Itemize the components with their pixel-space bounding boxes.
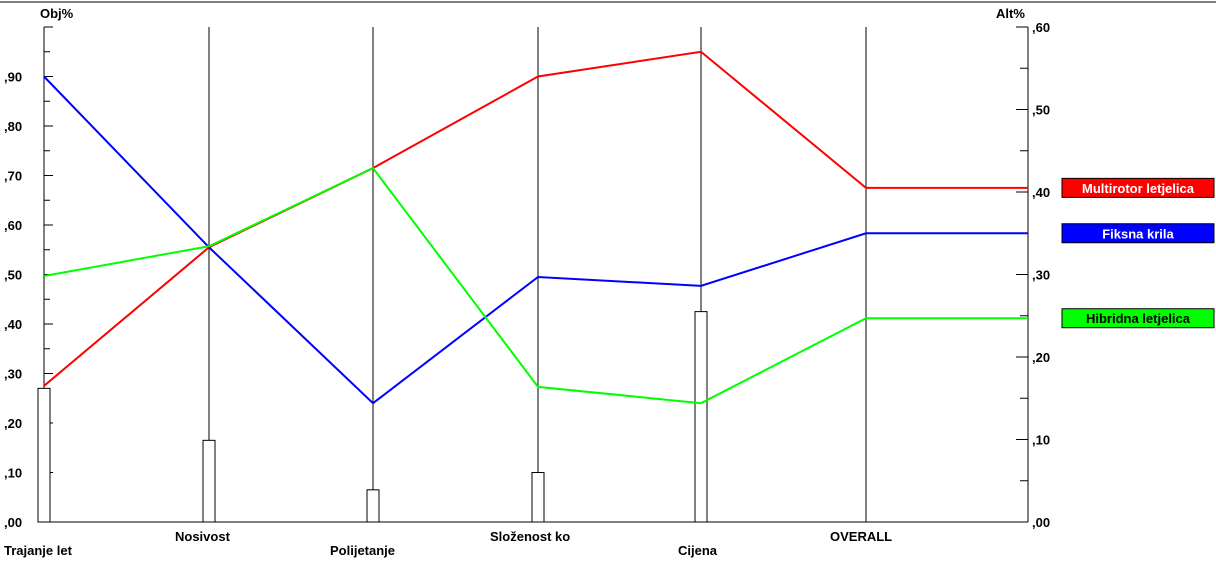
right-tick-label: ,40 <box>1032 185 1050 200</box>
weight-bar <box>694 311 708 523</box>
legend-entry: Fiksna krila <box>1061 223 1215 244</box>
weight-bar <box>37 387 51 523</box>
left-axis-label: Obj% <box>40 6 74 21</box>
right-axis: ,00 ,10 ,20 ,30 ,40 ,50 ,60 <box>1016 20 1050 530</box>
category-label: Polijetanje <box>330 543 395 558</box>
legend-label: Hibridna letjelica <box>1086 311 1191 326</box>
series-line <box>43 166 1028 405</box>
right-tick-label: ,10 <box>1032 433 1050 448</box>
right-tick-label: ,00 <box>1032 515 1050 530</box>
left-tick-label: ,70 <box>4 169 22 184</box>
legend-label: Fiksna krila <box>1102 226 1174 241</box>
category-lines <box>208 27 867 522</box>
category-label: Nosivost <box>175 529 231 544</box>
left-tick-label: ,50 <box>4 268 22 283</box>
category-label: Složenost ko <box>490 529 570 544</box>
category-label: Trajanje let <box>4 543 73 558</box>
weight-bar <box>366 489 380 523</box>
right-axis-label: Alt% <box>996 6 1025 21</box>
legend-entry: Hibridna letjelica <box>1061 308 1215 329</box>
right-tick-label: ,30 <box>1032 268 1050 283</box>
series-line <box>43 50 1028 387</box>
legend-label: Multirotor letjelica <box>1082 181 1195 196</box>
right-tick-label: ,60 <box>1032 20 1050 35</box>
left-tick-label: ,90 <box>4 70 22 85</box>
legend-entry: Multirotor letjelica <box>1061 177 1215 198</box>
left-tick-label: ,60 <box>4 218 22 233</box>
category-label: Cijena <box>678 543 718 558</box>
left-tick-label: ,80 <box>4 119 22 134</box>
weight-bars <box>37 311 708 523</box>
left-tick-label: ,40 <box>4 317 22 332</box>
legend-swatch <box>1061 223 1215 244</box>
legend: Multirotor letjelica Fiksna krila Hibridna… <box>1061 177 1215 329</box>
left-tick-label: ,00 <box>4 515 22 530</box>
legend-swatch <box>1061 177 1215 198</box>
weight-bar <box>531 472 545 523</box>
left-tick-label: ,30 <box>4 367 22 382</box>
series-line <box>43 75 1028 405</box>
category-labels: Trajanje let Nosivost Polijetanje Složenost… <box>4 529 892 558</box>
category-label: OVERALL <box>830 529 892 544</box>
right-tick-label: ,50 <box>1032 103 1050 118</box>
right-tick-label: ,20 <box>1032 350 1050 365</box>
left-tick-label: ,10 <box>4 466 22 481</box>
legend-swatch <box>1061 308 1215 329</box>
left-axis: ,00 ,10 ,20 ,30 ,40 ,50 ,60 ,70 ,80 ,90 <box>4 26 1028 530</box>
series-lines <box>43 50 1028 405</box>
weight-bar <box>202 439 216 523</box>
left-tick-label: ,20 <box>4 416 22 431</box>
